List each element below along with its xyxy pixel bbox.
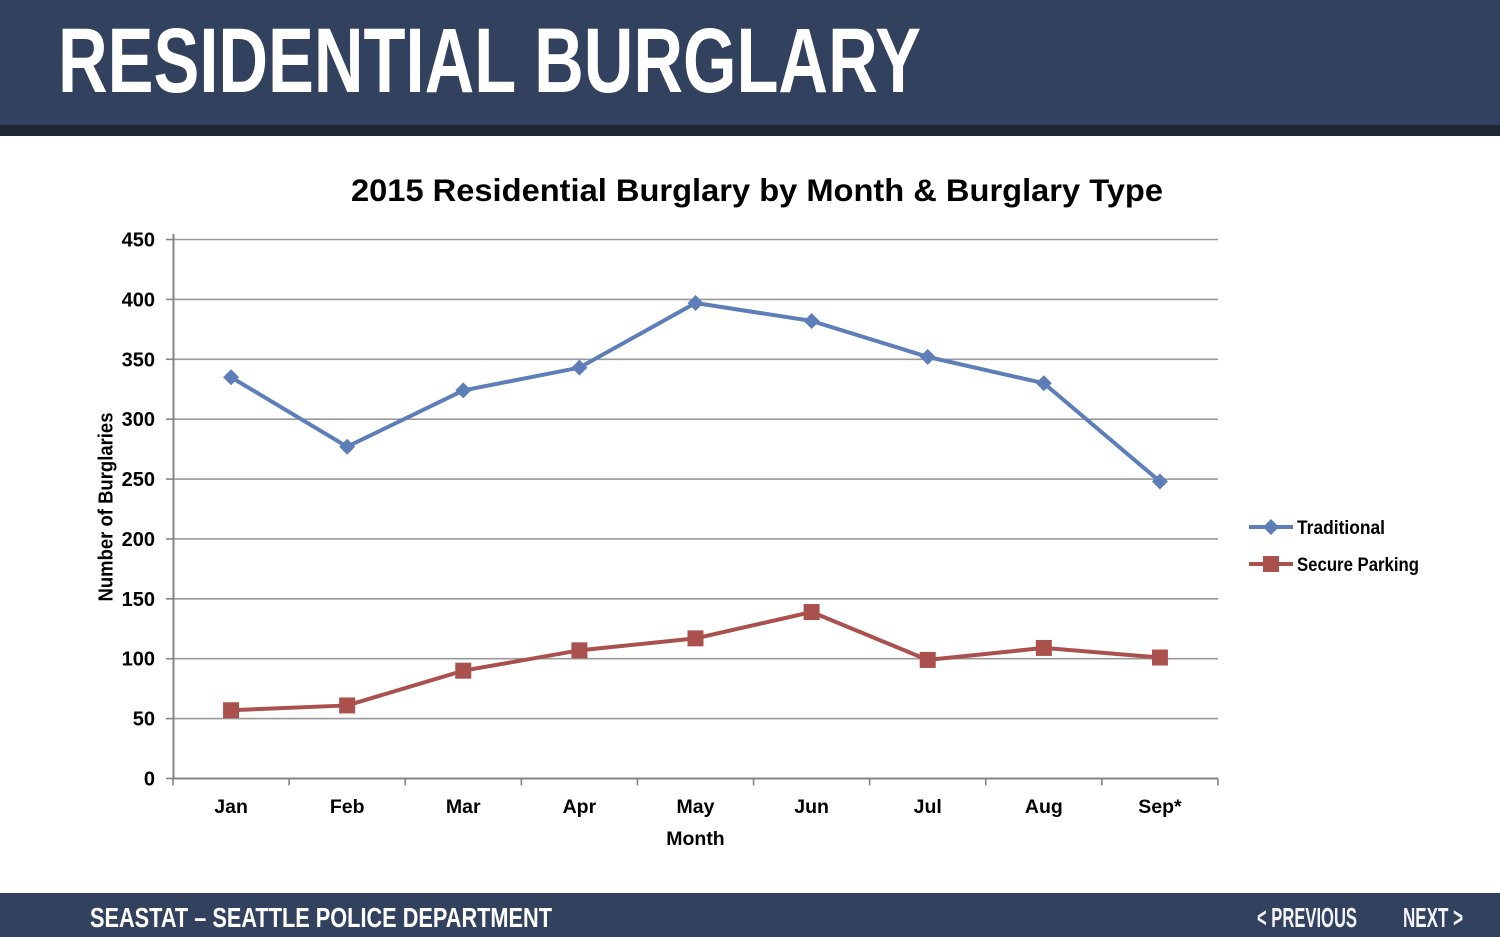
svg-text:0: 0 bbox=[144, 769, 155, 791]
svg-text:350: 350 bbox=[122, 349, 155, 371]
svg-text:< PREVIOUS: < PREVIOUS bbox=[1257, 902, 1357, 933]
svg-text:100: 100 bbox=[122, 649, 155, 671]
svg-text:Month: Month bbox=[666, 828, 724, 850]
svg-text:Jul: Jul bbox=[914, 796, 942, 818]
svg-text:Number of Burglaries: Number of Burglaries bbox=[96, 413, 118, 602]
svg-text:2015 Residential Burglary by M: 2015 Residential Burglary by Month & Bur… bbox=[351, 173, 1163, 208]
svg-text:Mar: Mar bbox=[446, 796, 481, 818]
svg-text:RESIDENTIAL BURGLARY: RESIDENTIAL BURGLARY bbox=[58, 10, 921, 112]
svg-text:Jan: Jan bbox=[214, 796, 248, 818]
svg-text:200: 200 bbox=[122, 529, 155, 551]
svg-text:300: 300 bbox=[122, 409, 155, 431]
svg-text:Feb: Feb bbox=[330, 796, 365, 818]
svg-text:Jun: Jun bbox=[794, 796, 829, 818]
svg-text:NEXT >: NEXT > bbox=[1403, 902, 1463, 933]
svg-text:Apr: Apr bbox=[563, 796, 597, 818]
svg-text:450: 450 bbox=[122, 230, 155, 252]
svg-text:May: May bbox=[677, 796, 715, 818]
svg-text:400: 400 bbox=[122, 289, 155, 311]
svg-text:150: 150 bbox=[122, 589, 155, 611]
svg-text:Secure Parking: Secure Parking bbox=[1297, 554, 1419, 576]
svg-text:SEASTAT – SEATTLE POLICE DEPAR: SEASTAT – SEATTLE POLICE DEPARTMENT bbox=[90, 902, 552, 933]
svg-text:Traditional: Traditional bbox=[1297, 517, 1385, 539]
svg-text:250: 250 bbox=[122, 469, 155, 491]
svg-text:Aug: Aug bbox=[1025, 796, 1063, 818]
svg-text:50: 50 bbox=[133, 709, 155, 731]
svg-text:Sep*: Sep* bbox=[1138, 796, 1182, 818]
